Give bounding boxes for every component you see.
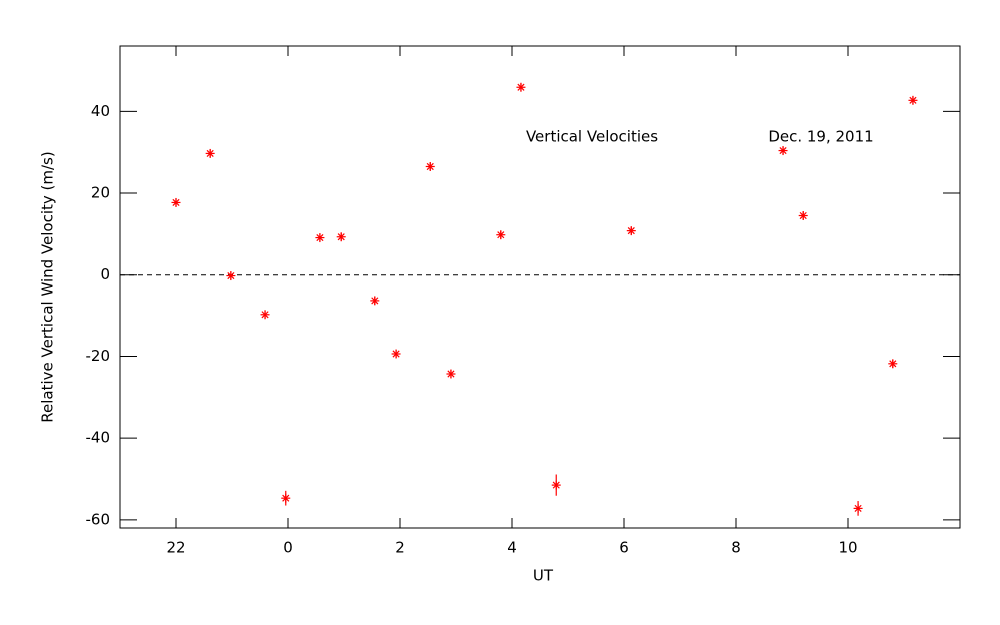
marker-stroke [371,297,379,305]
marker-stroke [552,481,560,489]
marker-stroke [447,370,455,378]
plot-frame [119,45,961,529]
y-tick-label: -20 [86,347,111,365]
point [496,230,506,240]
x-tick-label: 22 [166,539,185,557]
point [551,480,561,490]
x-axis-label: UT [533,567,554,585]
point [626,226,636,236]
y-tick-label: 20 [91,184,110,202]
marker-stroke [206,149,214,158]
marker-stroke [497,231,505,239]
point [446,369,456,379]
point [425,162,435,171]
point [205,148,215,158]
x-tick-label: 4 [507,539,517,557]
y-tick-label: -60 [86,510,111,528]
point [315,233,325,243]
y-tick-label: 0 [100,265,110,283]
point [281,493,291,503]
y-axis-label: Relative Vertical Wind Velocity (m/s) [39,151,57,422]
y-tick-label: -40 [86,429,111,447]
marker-stroke [261,311,269,319]
x-tick-label: 0 [283,539,293,557]
marker-stroke [799,211,807,220]
x-tick-label: 10 [838,539,857,557]
marker-stroke [517,83,525,91]
point [798,211,808,221]
x-tick-label: 2 [395,539,405,557]
point [888,359,898,369]
marker-stroke [227,271,235,280]
point [226,271,236,281]
marker-stroke [779,146,787,155]
x-tick-label: 8 [731,539,741,557]
marker-stroke [316,234,324,242]
marker-stroke [627,227,635,235]
point [853,503,863,513]
marker-stroke [392,350,400,358]
marker-stroke [909,96,917,104]
y-tick-label: 40 [91,102,110,120]
marker-stroke [889,360,897,368]
point [391,349,401,359]
point [260,310,270,320]
point [778,146,788,156]
marker-stroke [337,233,345,241]
point [171,197,181,207]
annotation: Dec. 19, 2011 [768,128,873,146]
marker-stroke [282,494,290,502]
x-tick-label: 6 [619,539,629,557]
point [516,82,526,92]
point [370,296,380,306]
marker-stroke [172,198,180,207]
marker-stroke [854,504,862,512]
annotation: Vertical Velocities [526,128,658,146]
point [908,95,918,105]
point [336,232,346,242]
marker-stroke [426,162,434,171]
